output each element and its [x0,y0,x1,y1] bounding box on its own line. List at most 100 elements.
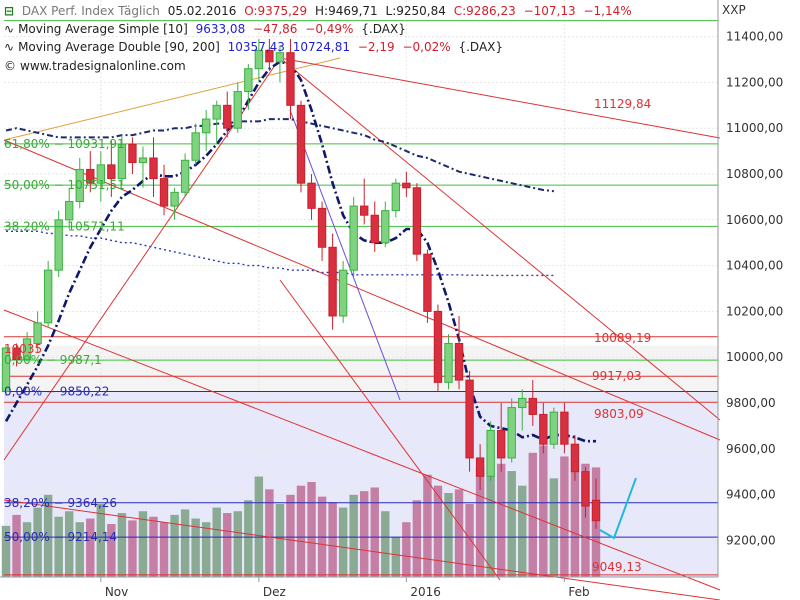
candle-42 [444,334,453,390]
candle-body-28 [296,104,306,184]
candle-45 [475,444,485,490]
level-labels: 61,80% − 10931,91 50,00% − 10751,51 38,20%… [4,97,651,574]
candle-17 [180,153,190,197]
volume-bar-25 [265,489,274,577]
candle-body-21 [223,104,232,129]
volume-bar-19 [201,522,211,577]
candle-body-45 [475,457,485,477]
ohlc-change-pct: −1,14% [583,4,632,18]
trend-line-4 [3,309,721,591]
candle-36 [381,201,390,248]
volume-bar-29 [307,482,316,577]
candle-body-2 [22,338,32,360]
candle-3 [33,311,42,353]
volume-bar-5 [54,516,63,577]
y-tick-4: 10600,00 [726,213,783,227]
trend-lines [3,57,721,600]
volume-bar-50 [528,452,537,577]
volume-bar-34 [360,491,369,577]
volume-bar-22 [233,511,242,577]
candle-body-44 [465,379,474,459]
dma-pct: −0,02% [402,40,451,54]
fib-green-label-0: 61,80% − 10931,91 [4,137,125,151]
volume-bar-27 [286,494,295,577]
fib-blue-label-2: 50,00% − 9214,14 [4,530,117,544]
candle-1 [12,343,21,367]
volume-bar-44 [465,503,474,577]
red-level-label-3: 9803,09 [594,407,644,421]
sma-value: 9633,08 [195,22,246,36]
volume-bar-10 [107,524,116,577]
sma10-line [4,60,596,443]
candle-14 [149,137,158,197]
candle-body-55 [581,471,590,507]
candle-52 [549,407,559,449]
candle-20 [212,100,221,145]
candle-40 [423,249,432,323]
candles [1,38,601,529]
red-level-label-2: 9917,03 [592,369,642,383]
candle-46 [486,421,495,481]
candle-body-53 [560,411,569,445]
collapse-icon[interactable]: ⊟ [4,4,15,18]
volume-bar-21 [223,513,232,577]
candle-body-49 [518,397,527,409]
candle-15 [159,164,169,216]
candle-body-38 [402,182,411,189]
candle-body-54 [570,443,580,473]
x-tick-3: Feb [568,585,589,599]
ohlc-close: C:9286,23 [453,4,516,18]
candle-body-32 [338,269,348,317]
candle-51 [539,402,548,454]
candle-body-9 [96,164,106,184]
candle-16 [170,187,179,220]
forecast-arrow-line [599,477,637,540]
candle-body-34 [360,205,369,216]
candle-body-12 [128,143,137,164]
candle-body-15 [159,178,169,207]
candle-body-52 [549,411,559,445]
volume-bar-45 [475,467,485,577]
volume-bar-2 [22,522,32,577]
candle-18 [191,123,200,165]
candle-body-33 [349,205,358,271]
sma-ref: {.DAX} [361,22,406,36]
volume-bar-39 [412,500,422,577]
candle-body-47 [496,429,506,459]
candle-39 [412,183,422,262]
candle-body-25 [265,49,274,63]
ohlc-high: H:9469,71 [315,4,378,18]
volume-bar-52 [549,478,559,577]
y-tick-2: 11000,00 [726,121,783,135]
candle-31 [328,233,337,330]
fib-blue-label-1: 38,20% − 9364,26 [4,496,117,510]
candle-body-41 [433,310,443,383]
volume-bar-40 [423,474,432,577]
candle-body-11 [117,143,127,180]
candle-44 [465,370,474,472]
volume-bar-7 [75,522,84,577]
candle-9 [96,151,106,202]
candle-body-19 [201,118,211,134]
red-level-label-4: 9049,13 [592,560,642,574]
volume-bar-47 [496,463,506,577]
candle-body-50 [528,397,537,415]
candle-41 [433,304,443,392]
level-lines [4,20,718,576]
candle-body-27 [286,52,295,106]
candle-23 [244,64,253,110]
candle-4 [43,261,53,328]
dma-value2: 10724,81 [292,40,351,54]
trend-line-2 [279,57,721,139]
x-tick-2: 2016 [410,585,441,599]
candle-47 [496,402,506,472]
candle-54 [570,435,580,481]
candle-49 [518,389,527,431]
trend-line-3 [279,57,721,421]
volume-bar-33 [349,494,358,577]
y-axis: XXP 11400,00 11200,00 11000,00 10800,00 10600… [717,0,783,577]
candle-body-56 [591,499,601,522]
candle-body-16 [170,191,179,207]
candle-body-13 [138,157,148,164]
